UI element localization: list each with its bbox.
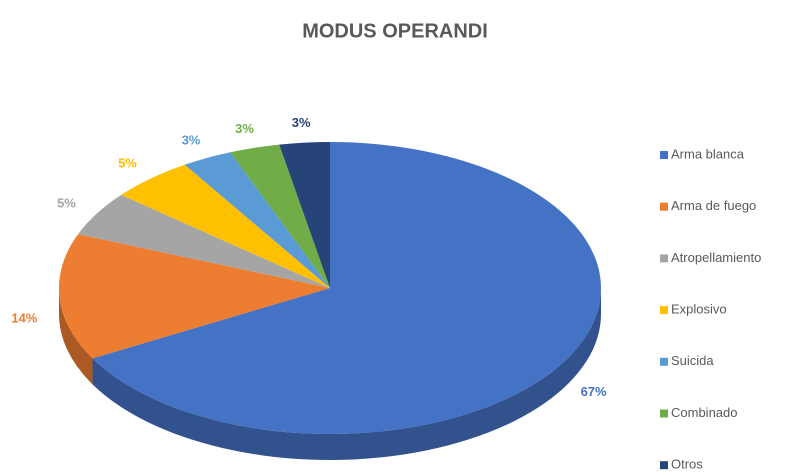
slice-side <box>59 288 93 385</box>
legend-swatch <box>660 409 668 418</box>
data-label: 14% <box>11 311 37 326</box>
legend-label: Arma de fuego <box>671 198 756 213</box>
legend-swatch <box>660 357 668 366</box>
data-label: 3% <box>182 132 201 147</box>
chart-title: MODUS OPERANDI <box>302 20 488 42</box>
legend-swatch <box>660 202 668 211</box>
slice <box>78 194 330 288</box>
data-label: 5% <box>57 195 76 210</box>
legend-label: Atropellamiento <box>671 250 761 265</box>
legend-label: Suicida <box>671 353 714 368</box>
legend-swatch <box>660 254 668 263</box>
slice-side <box>92 288 602 460</box>
legend-swatch <box>660 461 668 470</box>
data-label: 3% <box>292 115 311 130</box>
slice <box>184 152 330 288</box>
slice <box>58 234 330 359</box>
slice <box>92 142 602 434</box>
slice <box>279 142 330 288</box>
legend-label: Combinado <box>671 405 738 420</box>
data-label: 3% <box>235 121 254 136</box>
slice <box>121 164 330 288</box>
legend-label: Arma blanca <box>671 146 745 161</box>
legend-label: Otros <box>671 457 703 472</box>
legend-swatch <box>660 306 668 315</box>
data-label: 67% <box>581 384 607 399</box>
data-label: 5% <box>118 156 137 171</box>
legend-label: Explosivo <box>671 302 727 317</box>
slice <box>230 144 330 288</box>
legend-swatch <box>660 151 668 159</box>
